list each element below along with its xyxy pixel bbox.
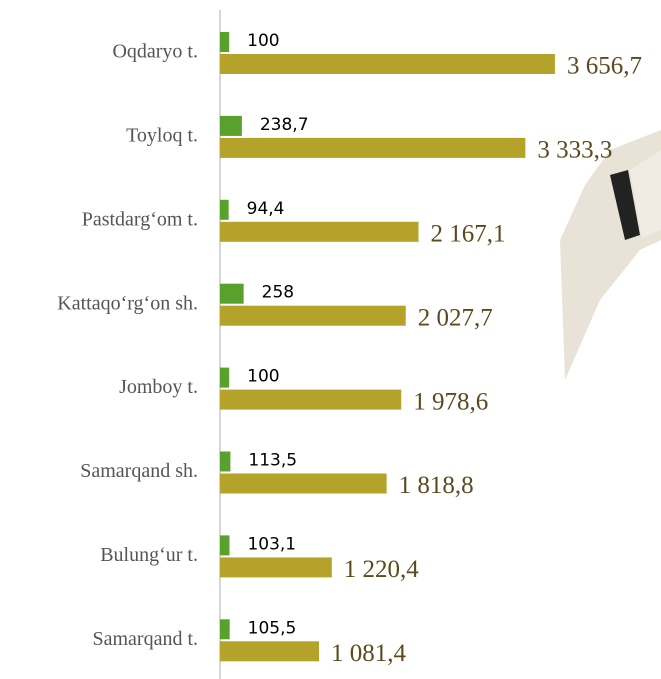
category-label: Pastdarg‘om t. [82,208,198,230]
category-label: Bulung‘ur t. [100,544,198,566]
value-label: 113,5 [248,451,297,471]
value-label: 2 027,7 [418,304,493,331]
category-label: Toyloq t. [126,124,198,146]
bar [220,138,525,158]
bar [220,557,332,577]
value-label: 100 [247,31,279,51]
bar [220,284,244,304]
value-label: 100 [247,367,279,387]
category-label: Kattaqo‘rg‘on sh. [57,292,198,314]
bar [220,32,229,52]
value-label: 1 978,6 [413,388,488,415]
bar [220,535,229,555]
category-label: Samarqand sh. [80,460,198,482]
bar [220,200,229,220]
value-label: 238,7 [260,115,309,135]
value-label: 103,1 [247,534,296,554]
value-label: 105,5 [248,618,297,638]
bar [220,54,555,74]
bar [220,390,401,410]
value-label: 1 220,4 [344,556,420,583]
value-label: 258 [262,283,294,303]
chart: Oqdaryo t. 100 3 656,7 Toyloq t. 238,7 3 333,… [0,0,661,679]
bar [220,474,387,494]
value-label: 3 333,3 [537,137,612,164]
value-label: 3 656,7 [567,53,642,80]
bar [220,641,319,661]
value-label: 94,4 [247,199,285,219]
category-label: Samarqand t. [92,628,198,650]
value-label: 1 818,8 [399,472,474,499]
bar [220,368,229,388]
category-label: Oqdaryo t. [112,41,198,63]
bar [220,222,419,242]
bar [220,452,230,472]
background-image [560,130,661,380]
value-label: 1 081,4 [331,640,407,667]
bar [220,306,406,326]
bar [220,619,230,639]
category-label: Jomboy t. [119,376,198,398]
value-label: 2 167,1 [431,221,506,248]
bar [220,116,242,136]
